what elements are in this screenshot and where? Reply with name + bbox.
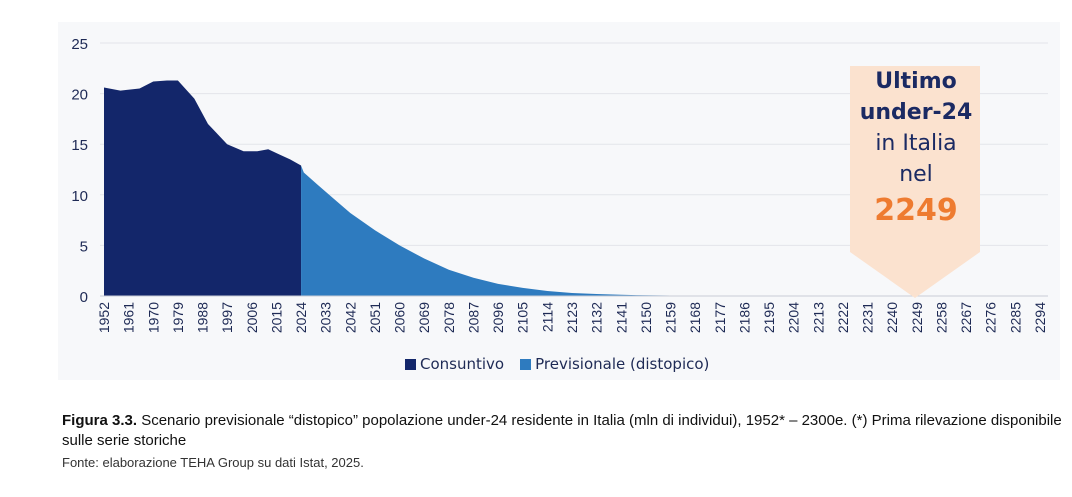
x-tick-label: 2258: [933, 302, 949, 333]
x-tick-label: 2285: [1007, 302, 1023, 333]
x-tick-label: 1997: [219, 302, 235, 333]
x-tick-label: 2249: [909, 302, 925, 333]
x-tick-label: 2114: [539, 302, 555, 332]
x-tick-label: 2177: [712, 302, 728, 333]
x-tick-label: 2015: [268, 302, 284, 333]
y-tick-label: 0: [80, 289, 88, 306]
x-tick-label: 2123: [564, 302, 580, 333]
x-tick-label: 2240: [884, 302, 900, 333]
x-tick-label: 2006: [244, 302, 260, 333]
y-tick-label: 10: [71, 188, 88, 205]
x-tick-label: 2105: [515, 302, 531, 333]
x-tick-label: 2159: [663, 302, 679, 333]
chart-svg: 0 5 10 15 20 25 1952 1961 1970 1979 1988 1997 2006 20…: [71, 36, 1048, 333]
x-tick-label: 2132: [589, 302, 605, 333]
x-tick-label: 1970: [145, 302, 161, 333]
area-series-0: [104, 80, 302, 296]
legend-label: Previsionale (distopico): [535, 355, 710, 373]
x-tick-label: 2096: [490, 302, 506, 333]
x-tick-label: 2141: [613, 302, 629, 333]
x-tick-label: 2051: [367, 302, 383, 333]
y-tick-label: 5: [80, 238, 88, 255]
caption-source: Fonte: elaborazione TEHA Group su dati I…: [62, 455, 364, 470]
x-tick-label: 2231: [860, 302, 876, 333]
annotation-line3: in Italia: [875, 131, 957, 156]
x-tick-label: 2033: [318, 302, 334, 333]
annotation-line2: under-24: [859, 100, 973, 125]
annotation-callout: Ultimo under-24 in Italia nel 2249: [851, 66, 981, 232]
x-tick-label: 2168: [687, 302, 703, 333]
y-tick-label: 25: [71, 36, 88, 53]
x-tick-label: 2087: [465, 302, 481, 333]
x-tick-label: 2294: [1032, 302, 1048, 333]
y-tick-label: 20: [71, 87, 88, 104]
x-tick-label: 2213: [810, 302, 826, 333]
legend-swatch: [520, 359, 532, 370]
annotation-line4: nel: [899, 162, 933, 187]
x-tick-label: 2024: [293, 302, 309, 333]
legend-label: Consuntivo: [420, 355, 505, 373]
chart-area: 0 5 10 15 20 25 1952 1961 1970 1979 1988 1997 2006 20…: [58, 22, 1060, 380]
annotation-line1: Ultimo: [875, 69, 957, 94]
y-tick-label: 15: [71, 137, 88, 154]
caption-label: Figura 3.3.: [62, 412, 138, 429]
legend-item-previsionale: Previsionale (distopico): [520, 355, 709, 373]
x-tick-label: 2069: [416, 302, 432, 333]
figure-caption: Figura 3.3. Scenario previsionale “disto…: [62, 411, 1062, 451]
legend: Consuntivo Previsionale (distopico): [405, 355, 709, 373]
annotation-arrow-shape: [850, 66, 980, 298]
x-tick-label: 2222: [835, 302, 851, 333]
x-tick-label: 1961: [121, 302, 137, 333]
legend-item-consuntivo: Consuntivo: [405, 355, 504, 373]
x-tick-label: 2267: [958, 302, 974, 333]
annotation-year: 2249: [874, 193, 958, 228]
legend-swatch: [405, 359, 416, 370]
x-tick-label: 2276: [983, 302, 999, 333]
x-tick-label: 1979: [170, 302, 186, 333]
x-tick-label: 1988: [195, 302, 211, 333]
x-tick-label: 2060: [392, 302, 408, 333]
area-series-1: [301, 165, 917, 296]
x-tick-label: 2150: [638, 302, 654, 333]
x-tick-label: 2186: [736, 302, 752, 333]
x-tick-label: 2042: [342, 302, 358, 333]
x-tick-label: 2204: [786, 302, 802, 333]
x-tick-label: 2195: [761, 302, 777, 333]
x-tick-label: 1952: [96, 302, 112, 333]
x-tick-label: 2078: [441, 302, 457, 333]
caption-text: Scenario previsionale “distopico” popola…: [62, 412, 1062, 449]
